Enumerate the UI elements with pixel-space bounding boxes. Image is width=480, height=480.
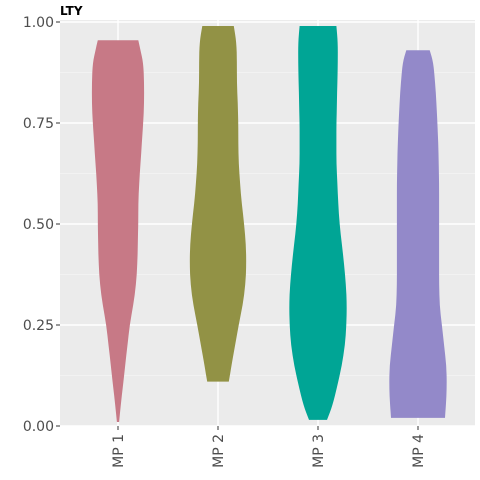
violin-mp-4 (389, 50, 447, 418)
x-tick-label: MP 2 (211, 434, 227, 468)
violin-mp-1 (91, 40, 145, 422)
y-tick-label: 0.75 (23, 116, 54, 132)
y-tick-label: 1.00 (23, 15, 54, 31)
y-tick-label: 0.25 (23, 318, 54, 334)
chart-title: LTY (60, 4, 83, 18)
y-axis: 0.00 0.25 0.50 0.75 1.00 (23, 15, 60, 435)
x-tick-label: MP 1 (111, 434, 127, 468)
x-axis: MP 1 MP 2 MP 3 MP 4 (111, 426, 427, 468)
violin-mp-3 (289, 26, 347, 420)
y-tick-label: 0.00 (23, 419, 54, 435)
y-tick-label: 0.50 (23, 217, 54, 233)
violin-mp-2 (189, 26, 247, 382)
violins (91, 26, 447, 422)
x-tick-label: MP 4 (411, 434, 427, 468)
x-tick-label: MP 3 (311, 434, 327, 468)
